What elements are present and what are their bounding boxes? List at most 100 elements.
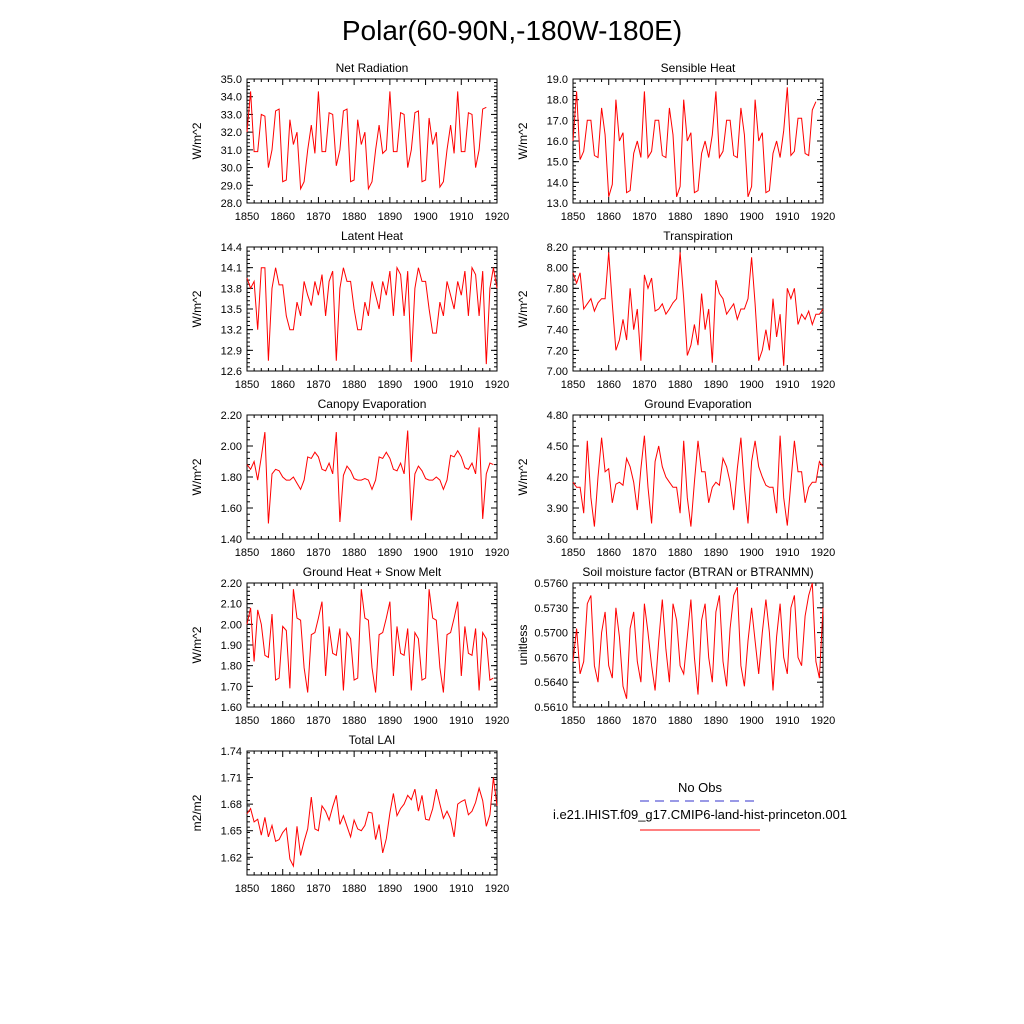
plot-frame	[572, 414, 824, 540]
x-tick-label: 1880	[668, 211, 692, 223]
y-tick-label: 14.4	[221, 242, 242, 254]
x-tick-label: 1890	[378, 715, 402, 727]
x-tick-label: 1910	[775, 715, 799, 727]
y-tick-label: 35.0	[221, 74, 242, 86]
x-tick-label: 1890	[378, 211, 402, 223]
x-tick-label: 1890	[378, 883, 402, 895]
y-tick-label: 2.10	[221, 599, 242, 611]
y-tick-label: 12.6	[221, 366, 242, 378]
series-line-ground-heat-snow-melt	[246, 589, 494, 693]
plot-frame	[572, 78, 824, 204]
series-line-transpiration	[572, 252, 824, 366]
x-tick-label: 1850	[561, 379, 585, 391]
y-tick-label: 0.5640	[534, 677, 568, 689]
y-tick-label: 3.90	[547, 503, 568, 515]
panels: Net Radiation W/m^2 1850 1860 1870 1880 1890 19…	[190, 61, 835, 895]
y-tick-label: 12.9	[221, 345, 242, 357]
chart-title: Latent Heat	[341, 229, 404, 243]
x-tick-label: 1860	[270, 715, 294, 727]
x-tick-label: 1850	[561, 715, 585, 727]
y-tick-label: 8.20	[547, 242, 568, 254]
x-tick-label: 1880	[342, 547, 366, 559]
chart-ground-heat-snow-melt: Ground Heat + Snow Melt W/m^2 1850 1860 1870…	[190, 565, 509, 727]
y-tick-label: 2.20	[221, 410, 242, 422]
chart-title: Canopy Evaporation	[318, 397, 427, 411]
x-tick-label: 1900	[413, 211, 437, 223]
x-tick-label: 1850	[235, 211, 259, 223]
y-axis-label: W/m^2	[516, 290, 530, 327]
x-tick-label: 1870	[632, 715, 656, 727]
y-tick-label: 4.80	[547, 410, 568, 422]
y-tick-label: 8.00	[547, 263, 568, 275]
y-axis-label: W/m^2	[190, 458, 204, 495]
chart-soil-moisture-factor-btran-or-btranmn: Soil moisture factor (BTRAN or BTRANMN) u…	[516, 565, 835, 727]
series-line-sensible-heat	[572, 87, 817, 197]
x-tick-label: 1860	[270, 379, 294, 391]
chart-latent-heat: Latent Heat W/m^2 1850 1860 1870 1880 1890 1900…	[190, 229, 509, 391]
y-axis-label: W/m^2	[190, 122, 204, 159]
x-tick-label: 1890	[378, 379, 402, 391]
plot-frame	[246, 750, 498, 876]
x-tick-label: 1900	[413, 547, 437, 559]
chart-net-radiation: Net Radiation W/m^2 1850 1860 1870 1880 1890 19…	[190, 61, 509, 223]
y-tick-label: 4.20	[547, 472, 568, 484]
y-tick-label: 1.71	[221, 773, 242, 785]
x-tick-label: 1860	[596, 379, 620, 391]
plot-frame	[572, 246, 824, 372]
x-tick-label: 1870	[306, 547, 330, 559]
y-tick-label: 34.0	[221, 92, 242, 104]
y-tick-label: 0.5730	[534, 603, 568, 615]
x-tick-label: 1920	[485, 883, 509, 895]
y-tick-label: 1.90	[221, 640, 242, 652]
x-tick-label: 1900	[413, 715, 437, 727]
y-tick-label: 1.80	[221, 472, 242, 484]
x-tick-label: 1910	[449, 211, 473, 223]
x-tick-label: 1910	[775, 547, 799, 559]
y-axis-label: W/m^2	[516, 458, 530, 495]
plot-frame	[246, 78, 498, 204]
chart-title: Net Radiation	[336, 61, 409, 75]
x-tick-label: 1920	[485, 379, 509, 391]
x-tick-label: 1920	[811, 379, 835, 391]
y-tick-label: 2.00	[221, 441, 242, 453]
x-tick-label: 1860	[270, 547, 294, 559]
y-tick-label: 3.60	[547, 534, 568, 546]
y-axis-label: W/m^2	[516, 122, 530, 159]
chart-title: Ground Heat + Snow Melt	[303, 565, 442, 579]
x-tick-label: 1900	[739, 211, 763, 223]
y-tick-label: 4.50	[547, 441, 568, 453]
y-tick-label: 1.60	[221, 702, 242, 714]
x-tick-label: 1860	[596, 211, 620, 223]
y-tick-label: 7.60	[547, 304, 568, 316]
y-tick-label: 7.00	[547, 366, 568, 378]
x-tick-label: 1890	[704, 211, 728, 223]
y-tick-label: 7.80	[547, 283, 568, 295]
x-tick-label: 1890	[704, 547, 728, 559]
x-tick-label: 1920	[811, 547, 835, 559]
y-tick-label: 17.0	[547, 115, 568, 127]
x-tick-label: 1880	[668, 715, 692, 727]
x-tick-label: 1910	[449, 883, 473, 895]
y-tick-label: 15.0	[547, 157, 568, 169]
plot-frame	[572, 582, 824, 708]
chart-total-lai: Total LAI m2/m2 1850 1860 1870 1880 1890 1900 19…	[190, 733, 509, 895]
x-tick-label: 1920	[485, 715, 509, 727]
x-tick-label: 1920	[485, 547, 509, 559]
x-tick-label: 1870	[306, 379, 330, 391]
y-tick-label: 0.5610	[534, 702, 568, 714]
series-line-ground-evaporation	[572, 435, 824, 527]
x-tick-label: 1920	[811, 211, 835, 223]
x-tick-label: 1920	[485, 211, 509, 223]
x-tick-label: 1880	[342, 883, 366, 895]
y-tick-label: 29.0	[221, 180, 242, 192]
y-tick-label: 1.60	[221, 503, 242, 515]
x-tick-label: 1870	[632, 547, 656, 559]
x-tick-label: 1880	[668, 547, 692, 559]
chart-title: Sensible Heat	[661, 61, 736, 75]
y-axis-label: W/m^2	[190, 290, 204, 327]
x-tick-label: 1910	[775, 211, 799, 223]
y-tick-label: 28.0	[221, 198, 242, 210]
x-tick-label: 1880	[342, 379, 366, 391]
chart-canopy-evaporation: Canopy Evaporation W/m^2 1850 1860 1870 1880 1…	[190, 397, 509, 559]
